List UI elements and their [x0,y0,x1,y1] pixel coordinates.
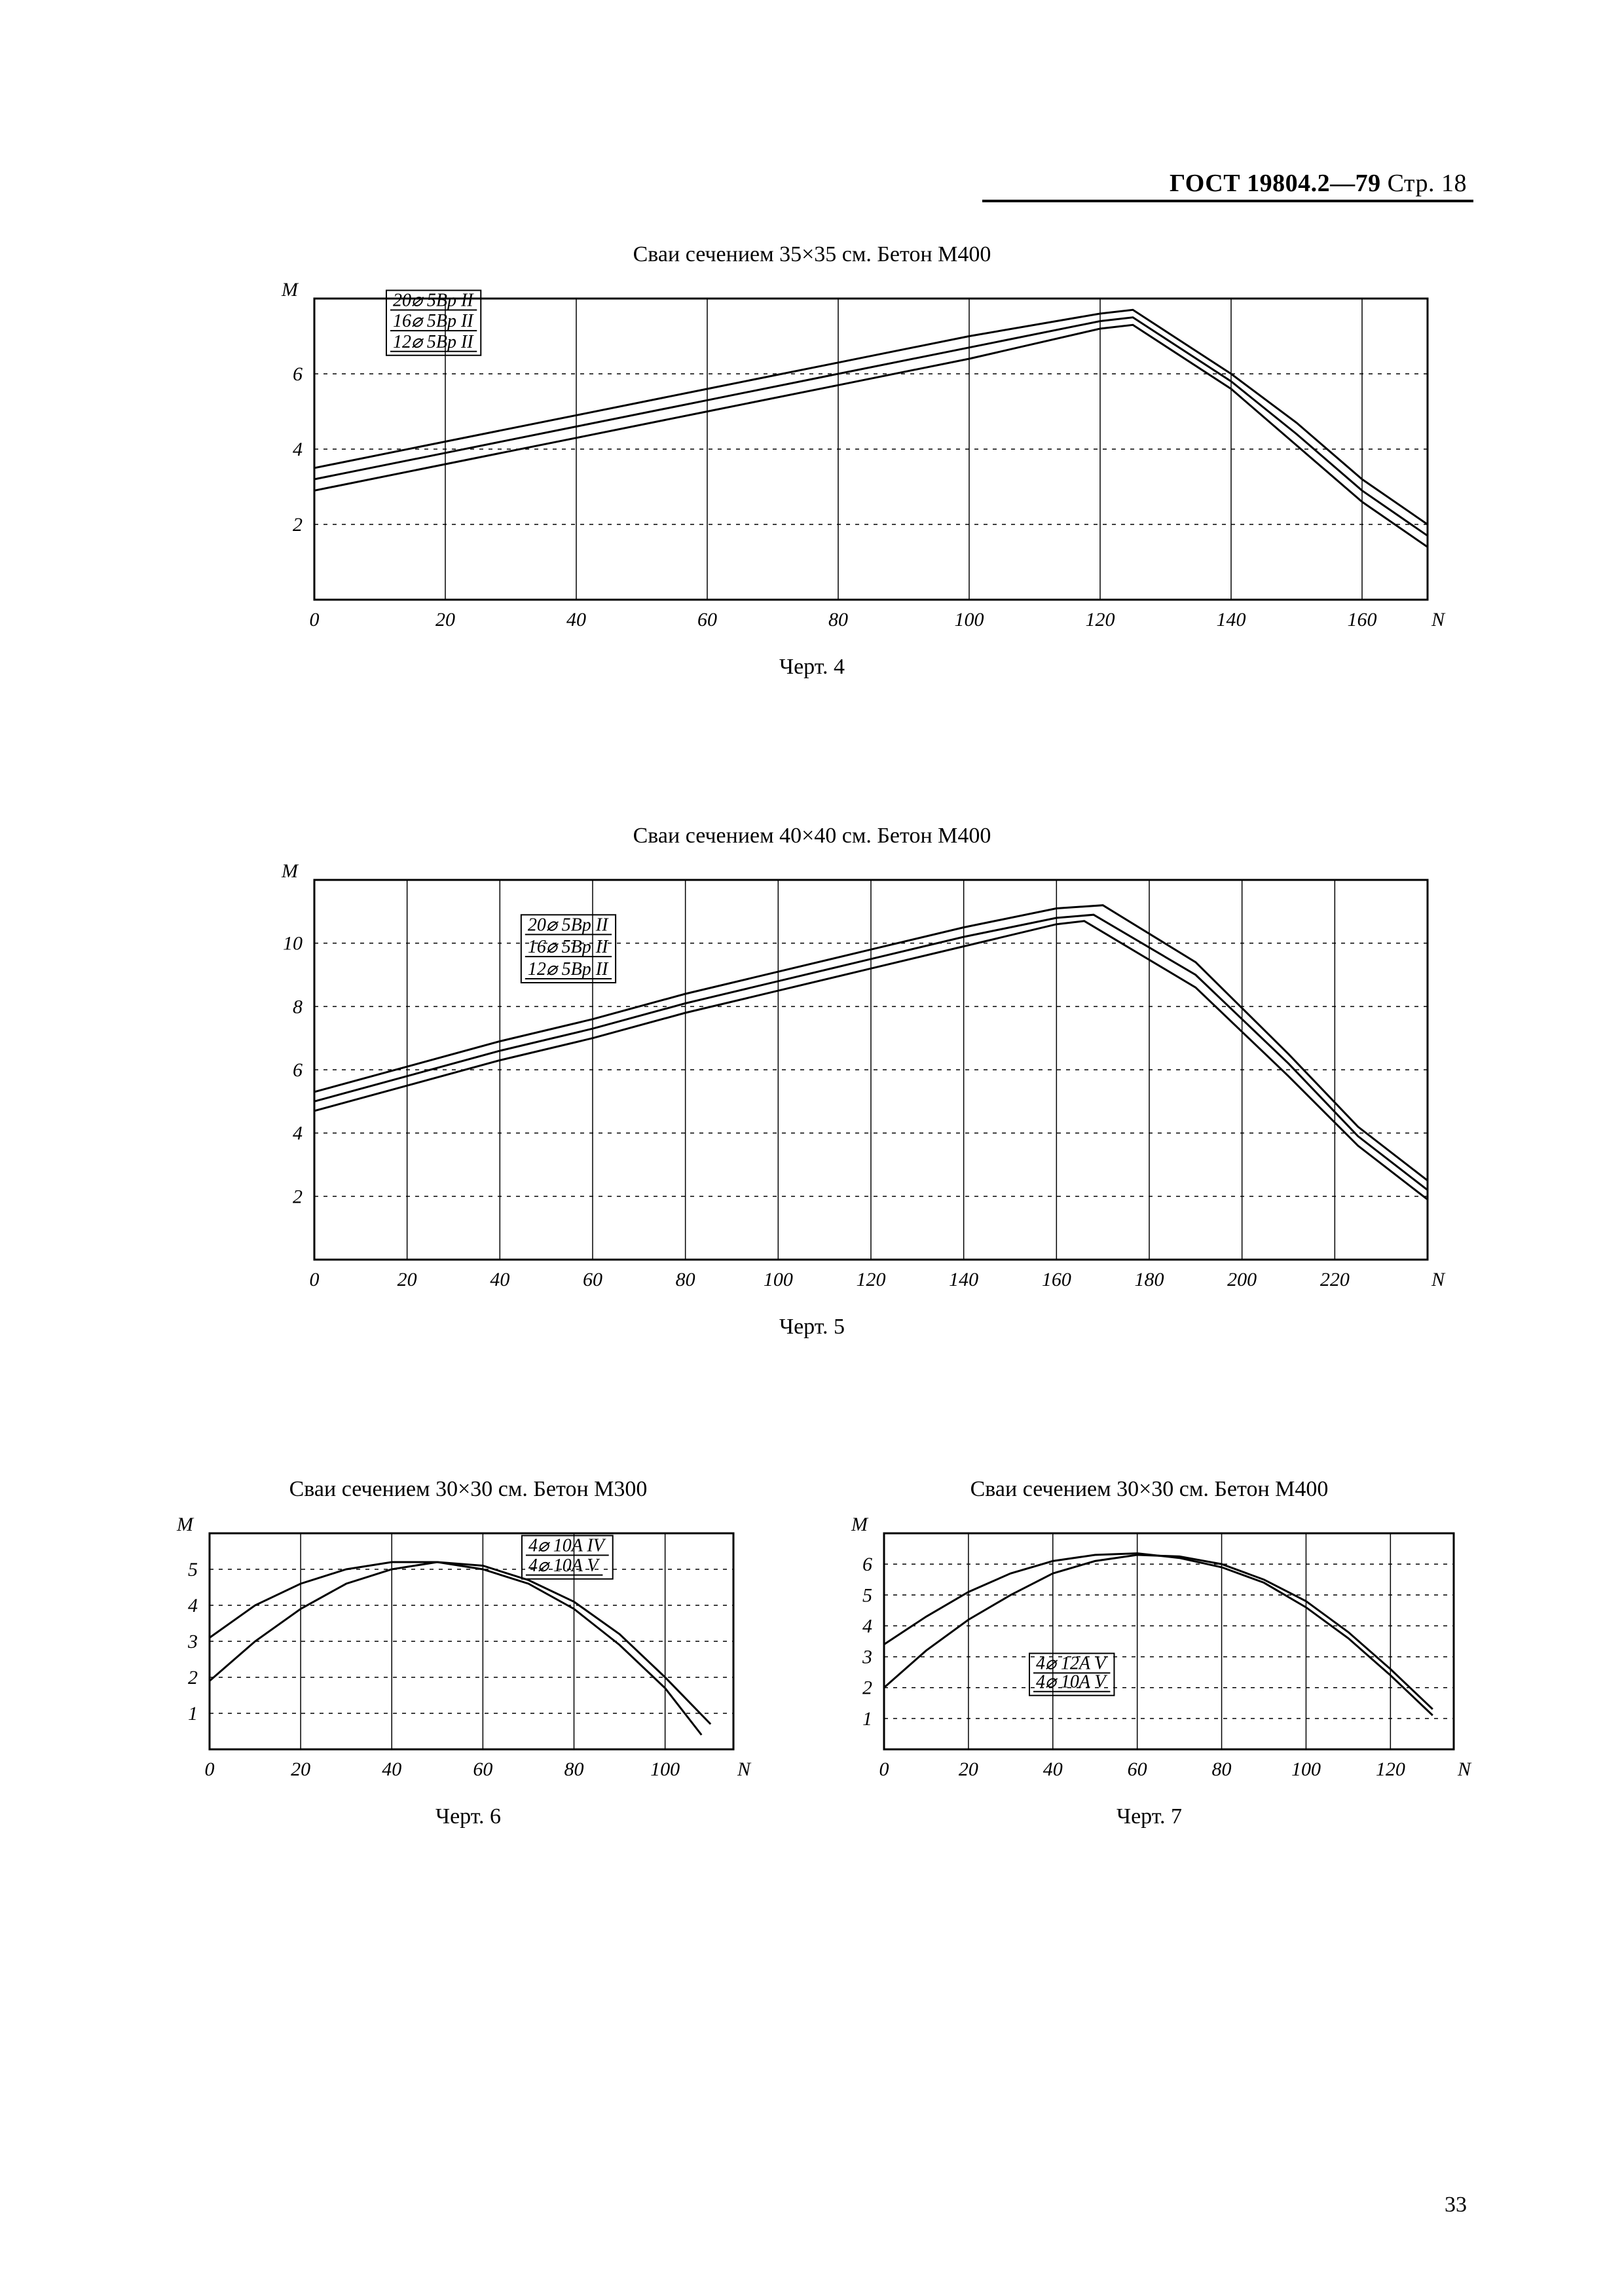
svg-text:140: 140 [1217,609,1246,630]
page-header: ГОСТ 19804.2—79 Стр. 18 [1170,169,1467,198]
svg-text:40: 40 [1043,1758,1063,1780]
svg-text:8: 8 [293,996,303,1017]
svg-text:120: 120 [1086,609,1115,630]
chart-7: Сваи сечением 30×30 см. Бетон М400 M 0 20 4… [825,1477,1473,1829]
svg-text:200: 200 [1227,1269,1257,1290]
svg-text:0: 0 [879,1758,889,1780]
svg-text:20: 20 [291,1758,310,1780]
svg-text:20⌀ 5Вр II: 20⌀ 5Вр II [393,291,474,311]
header-rule [982,200,1473,202]
svg-text:M: M [281,279,299,301]
svg-text:4⌀ 10A V: 4⌀ 10A V [528,1556,600,1576]
svg-text:4: 4 [293,1123,303,1144]
svg-text:0: 0 [310,1269,320,1290]
chart-6-title: Сваи сечением 30×30 см. Бетон М300 [151,1477,786,1502]
svg-text:M: M [176,1514,194,1535]
svg-text:M: M [851,1514,869,1535]
svg-text:4: 4 [293,439,303,460]
svg-text:12⌀ 5Вр II: 12⌀ 5Вр II [393,332,474,352]
svg-text:40: 40 [490,1269,509,1290]
svg-text:10: 10 [283,933,303,955]
svg-text:20: 20 [959,1758,978,1780]
svg-text:4⌀ 10A IV: 4⌀ 10A IV [528,1536,606,1556]
chart-4-svg: M 0 20 40 60 80 100 120 140 160 N 2 4 6 20⌀ 5Вр II16⌀ … [255,279,1447,646]
page: ГОСТ 19804.2—79 Стр. 18 Сваи сечением 35… [0,0,1624,2296]
svg-text:60: 60 [473,1758,492,1780]
chart-7-svg: M 0 20 40 60 80 100 120 N 1 2 3 4 5 6 4⌀ 12A V4⌀ 10A V [825,1514,1473,1795]
svg-text:4: 4 [862,1615,872,1637]
svg-text:N: N [1431,1269,1446,1290]
svg-text:20: 20 [435,609,455,630]
svg-text:60: 60 [697,609,717,630]
svg-text:N: N [1431,609,1446,630]
svg-text:1: 1 [188,1703,198,1724]
svg-text:6: 6 [862,1554,872,1575]
standard-code: ГОСТ 19804.2—79 [1170,170,1381,197]
svg-text:40: 40 [382,1758,401,1780]
page-number: 33 [1445,2193,1467,2217]
svg-text:60: 60 [583,1269,602,1290]
svg-text:80: 80 [676,1269,695,1290]
chart-5: Сваи сечением 40×40 см. Бетон М400 M 0 20 4… [151,824,1473,1339]
svg-text:5: 5 [862,1584,872,1606]
svg-text:4⌀ 12A V: 4⌀ 12A V [1036,1653,1107,1673]
svg-text:80: 80 [564,1758,584,1780]
svg-text:0: 0 [310,609,320,630]
svg-text:40: 40 [566,609,586,630]
svg-text:2: 2 [293,1186,303,1207]
svg-text:100: 100 [764,1269,793,1290]
svg-text:160: 160 [1042,1269,1071,1290]
svg-text:60: 60 [1128,1758,1147,1780]
svg-text:100: 100 [650,1758,680,1780]
svg-text:160: 160 [1348,609,1377,630]
svg-text:6: 6 [293,363,303,385]
svg-text:6: 6 [293,1059,303,1081]
svg-text:4: 4 [188,1595,198,1616]
svg-text:1: 1 [862,1708,872,1730]
svg-text:N: N [737,1758,752,1780]
chart-5-title: Сваи сечением 40×40 см. Бетон М400 [151,824,1473,848]
svg-text:80: 80 [828,609,848,630]
svg-text:2: 2 [862,1677,872,1699]
svg-text:3: 3 [187,1631,198,1652]
chart-4-caption: Черт. 4 [151,655,1473,680]
charts-6-7-row: Сваи сечением 30×30 см. Бетон М300 M0204… [151,1477,1473,1829]
chart-5-svg: M 0 20 40 60 80 100 120 140 160 180 200 220 N 2 4 6 8 10 20… [255,860,1447,1305]
svg-text:2: 2 [188,1667,198,1688]
svg-text:140: 140 [949,1269,978,1290]
svg-text:180: 180 [1135,1269,1164,1290]
chart-5-caption: Черт. 5 [151,1315,1473,1339]
svg-text:12⌀ 5Вр II: 12⌀ 5Вр II [528,959,609,979]
chart-7-title: Сваи сечением 30×30 см. Бетон М400 [825,1477,1473,1502]
svg-text:5: 5 [188,1559,198,1580]
svg-text:100: 100 [1291,1758,1321,1780]
chart-4: Сваи сечением 35×35 см. Бетон М400 M 0 20 4… [151,242,1473,680]
svg-text:120: 120 [1376,1758,1405,1780]
svg-text:0: 0 [205,1758,215,1780]
svg-text:220: 220 [1320,1269,1350,1290]
chart-7-caption: Черт. 7 [825,1804,1473,1829]
chart-4-title: Сваи сечением 35×35 см. Бетон М400 [151,242,1473,267]
chart-6-caption: Черт. 6 [151,1804,786,1829]
svg-text:M: M [281,860,299,882]
svg-text:120: 120 [857,1269,886,1290]
chart-6: Сваи сечением 30×30 см. Бетон М300 M 0 20 4… [151,1477,786,1829]
svg-text:20⌀ 5Вр II: 20⌀ 5Вр II [528,915,609,935]
svg-text:4⌀ 10A V: 4⌀ 10A V [1036,1672,1107,1692]
svg-text:3: 3 [862,1647,872,1668]
svg-text:80: 80 [1212,1758,1232,1780]
svg-text:16⌀ 5Вр II: 16⌀ 5Вр II [393,311,474,331]
page-label: Стр. 18 [1388,170,1467,197]
chart-6-svg: M 0 20 40 60 80 100 N 1 2 3 4 5 4⌀ 10A IV4⌀ 10A V [151,1514,753,1795]
svg-text:N: N [1457,1758,1472,1780]
svg-text:20: 20 [397,1269,417,1290]
svg-text:100: 100 [955,609,984,630]
svg-text:16⌀ 5Вр II: 16⌀ 5Вр II [528,937,609,957]
svg-text:2: 2 [293,514,303,536]
